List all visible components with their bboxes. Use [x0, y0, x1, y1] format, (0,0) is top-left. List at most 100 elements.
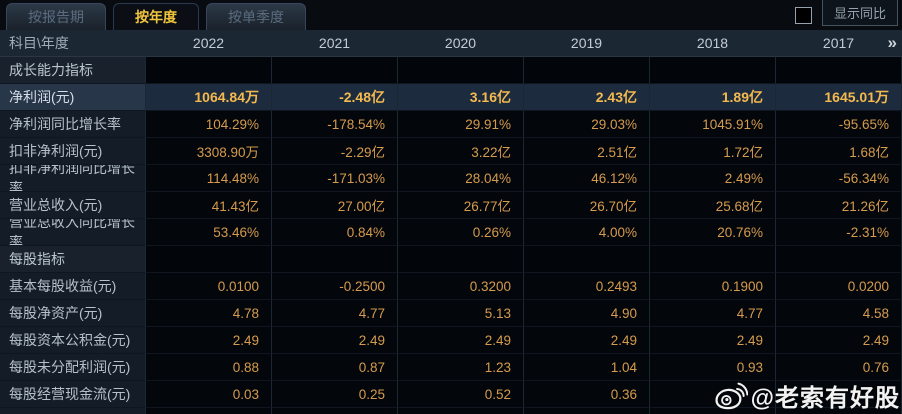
value-cell: 2.49: [776, 327, 902, 354]
value-cell: [146, 246, 272, 273]
table-clipped-row: [0, 408, 902, 414]
row-label: 净利润(元): [0, 84, 146, 111]
value-cell: 26.70亿: [524, 192, 650, 219]
value-cell: 4.00%: [524, 219, 650, 246]
row-label: 成长能力指标: [0, 57, 146, 84]
value-cell: 25.68亿: [650, 192, 776, 219]
value-cell: 41.43亿: [146, 192, 272, 219]
year-header: 2017 »: [776, 30, 902, 57]
year-header: 2021: [272, 30, 398, 57]
table-row: 营业总收入同比增长率 53.46% 0.84% 0.26% 4.00% 20.76% -2.…: [0, 219, 902, 246]
table-row: 扣非净利润同比增长率 114.48% -171.03% 28.04% 46.12% 2.4…: [0, 165, 902, 192]
row-label: 扣非净利润同比增长率: [0, 165, 146, 192]
value-cell: 29.91%: [398, 111, 524, 138]
value-cell: 3.22亿: [398, 138, 524, 165]
value-cell: -2.48亿: [272, 84, 398, 111]
value-cell: [776, 57, 902, 84]
table-row: 每股经营现金流(元) 0.03 0.25 0.52 0.36: [0, 381, 902, 408]
tab-by-single-quarter[interactable]: 按单季度: [206, 3, 306, 30]
value-cell: 1645.01万: [776, 84, 902, 111]
row-label: 每股指标: [0, 246, 146, 273]
value-cell: -56.34%: [776, 165, 902, 192]
value-cell: 0.3200: [398, 273, 524, 300]
value-cell: 2.43亿: [524, 84, 650, 111]
value-cell: 27.00亿: [272, 192, 398, 219]
financial-indicators-table: 科目\年度 2022 2021 2020 2019 2018 2017 » 成长…: [0, 30, 902, 414]
value-cell: 4.58: [776, 300, 902, 327]
value-cell: 4.77: [272, 300, 398, 327]
value-cell: 2.49: [524, 327, 650, 354]
value-cell: 0.36: [524, 381, 650, 408]
value-cell: 28.04%: [398, 165, 524, 192]
table-row: 基本每股收益(元) 0.0100 -0.2500 0.3200 0.2493 0.1900…: [0, 273, 902, 300]
value-cell: [650, 381, 776, 408]
value-cell: 1.04: [524, 354, 650, 381]
year-header: 2020: [398, 30, 524, 57]
value-cell: [398, 246, 524, 273]
value-cell: 0.26%: [398, 219, 524, 246]
value-cell: -0.2500: [272, 273, 398, 300]
value-cell: 0.03: [146, 381, 272, 408]
value-cell: [524, 246, 650, 273]
year-header: 2022: [146, 30, 272, 57]
value-cell: [650, 246, 776, 273]
row-label: 净利润同比增长率: [0, 111, 146, 138]
corner-header-cell: 科目\年度: [0, 30, 146, 57]
table-row: 每股净资产(元) 4.78 4.77 5.13 4.90 4.77 4.58: [0, 300, 902, 327]
value-cell: [146, 57, 272, 84]
value-cell: -171.03%: [272, 165, 398, 192]
row-label: 营业总收入同比增长率: [0, 219, 146, 246]
table-row: 营业总收入(元) 41.43亿 27.00亿 26.77亿 26.70亿 25.68亿 21…: [0, 192, 902, 219]
year-header: 2019: [524, 30, 650, 57]
tab-by-report-period[interactable]: 按报告期: [6, 3, 106, 30]
tab-by-year[interactable]: 按年度: [113, 3, 199, 30]
value-cell: 53.46%: [146, 219, 272, 246]
more-years-chevron-icon[interactable]: »: [887, 33, 897, 52]
table-row: 每股资本公积金(元) 2.49 2.49 2.49 2.49 2.49 2.49: [0, 327, 902, 354]
value-cell: 1.68亿: [776, 138, 902, 165]
value-cell: [398, 57, 524, 84]
table-row: 每股未分配利润(元) 0.88 0.87 1.23 1.04 0.93 0.76: [0, 354, 902, 381]
value-cell: [776, 381, 902, 408]
row-label: 基本每股收益(元): [0, 273, 146, 300]
value-cell: -95.65%: [776, 111, 902, 138]
value-cell: -2.29亿: [272, 138, 398, 165]
value-cell: 104.29%: [146, 111, 272, 138]
row-label: 每股资本公积金(元): [0, 327, 146, 354]
value-cell: 1064.84万: [146, 84, 272, 111]
row-label: 每股经营现金流(元): [0, 381, 146, 408]
value-cell: -2.31%: [776, 219, 902, 246]
compare-yoy-checkbox[interactable]: [794, 7, 812, 24]
value-cell: [272, 57, 398, 84]
value-cell: 0.1900: [650, 273, 776, 300]
row-label: 营业总收入(元): [0, 192, 146, 219]
value-cell: 0.52: [398, 381, 524, 408]
table-row: 净利润(元) 1064.84万 -2.48亿 3.16亿 2.43亿 1.89亿 1645.…: [0, 84, 902, 111]
value-cell: 0.84%: [272, 219, 398, 246]
value-cell: 5.13: [398, 300, 524, 327]
table-row: 扣非净利润(元) 3308.90万 -2.29亿 3.22亿 2.51亿 1.72亿 1.6…: [0, 138, 902, 165]
value-cell: 4.77: [650, 300, 776, 327]
value-cell: 0.0100: [146, 273, 272, 300]
value-cell: 4.90: [524, 300, 650, 327]
value-cell: 21.26亿: [776, 192, 902, 219]
value-cell: 0.88: [146, 354, 272, 381]
value-cell: [776, 246, 902, 273]
year-header: 2018: [650, 30, 776, 57]
year-header-label: 2017: [822, 35, 855, 51]
value-cell: 2.49: [146, 327, 272, 354]
value-cell: 0.93: [650, 354, 776, 381]
compare-yoy-toggle-button[interactable]: 显示同比: [821, 0, 898, 26]
value-cell: 2.49: [272, 327, 398, 354]
value-cell: 4.78: [146, 300, 272, 327]
table-header-row: 科目\年度 2022 2021 2020 2019 2018 2017 »: [0, 30, 902, 57]
value-cell: 2.51亿: [524, 138, 650, 165]
value-cell: 3308.90万: [146, 138, 272, 165]
value-cell: 3.16亿: [398, 84, 524, 111]
value-cell: -178.54%: [272, 111, 398, 138]
value-cell: 2.49%: [650, 165, 776, 192]
value-cell: 1.89亿: [650, 84, 776, 111]
row-label: 扣非净利润(元): [0, 138, 146, 165]
table-row: 净利润同比增长率 104.29% -178.54% 29.91% 29.03% 1045.…: [0, 111, 902, 138]
